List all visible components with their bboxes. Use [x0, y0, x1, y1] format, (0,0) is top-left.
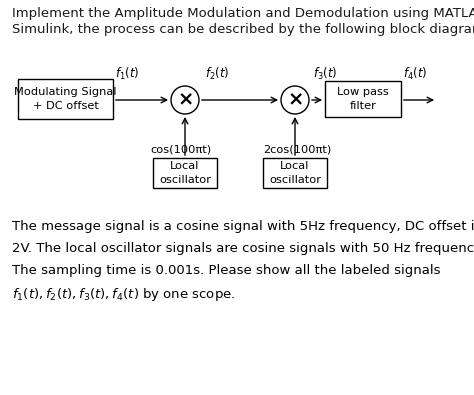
Bar — [153, 158, 217, 188]
Text: $\mathbf{\times}$: $\mathbf{\times}$ — [287, 90, 303, 109]
Text: The message signal is a cosine signal with 5Hz frequency, DC offset is: The message signal is a cosine signal wi… — [12, 220, 474, 233]
Text: $f_4(t)$: $f_4(t)$ — [403, 66, 428, 82]
Text: Modulating Signal
+ DC offset: Modulating Signal + DC offset — [14, 87, 117, 111]
Text: $f_1(t)$: $f_1(t)$ — [115, 66, 139, 82]
Text: $\mathbf{\times}$: $\mathbf{\times}$ — [177, 90, 193, 109]
Text: $f_3(t)$: $f_3(t)$ — [313, 66, 337, 82]
Text: Implement the Amplitude Modulation and Demodulation using MATLAB: Implement the Amplitude Modulation and D… — [12, 7, 474, 20]
Bar — [263, 158, 327, 188]
Text: cos(100πt): cos(100πt) — [150, 145, 211, 155]
Text: Low pass
filter: Low pass filter — [337, 87, 389, 111]
Text: $f_1(t), f_2(t), f_3(t), f_4(t)$ by one scope.: $f_1(t), f_2(t), f_3(t), f_4(t)$ by one … — [12, 286, 235, 303]
Text: 2V. The local oscillator signals are cosine signals with 50 Hz frequency.: 2V. The local oscillator signals are cos… — [12, 242, 474, 255]
Text: 2cos(100πt): 2cos(100πt) — [263, 145, 331, 155]
Text: $f_2(t)$: $f_2(t)$ — [205, 66, 229, 82]
Bar — [325, 81, 401, 117]
Text: Simulink, the process can be described by the following block diagram:: Simulink, the process can be described b… — [12, 23, 474, 36]
Circle shape — [171, 86, 199, 114]
Circle shape — [281, 86, 309, 114]
Bar — [18, 79, 113, 119]
Text: Local
oscillator: Local oscillator — [269, 162, 321, 184]
Text: The sampling time is 0.001s. Please show all the labeled signals: The sampling time is 0.001s. Please show… — [12, 264, 440, 277]
Text: Local
oscillator: Local oscillator — [159, 162, 211, 184]
